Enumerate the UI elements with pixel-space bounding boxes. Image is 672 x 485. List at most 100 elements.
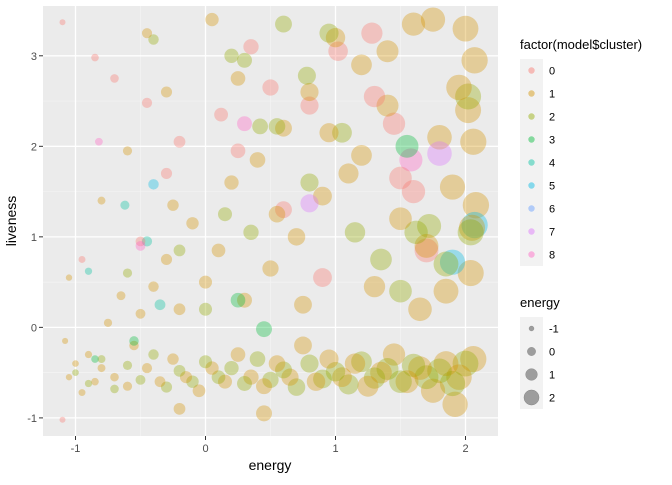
scatter-point-cluster-1 bbox=[351, 54, 372, 76]
scatter-point-cluster-0 bbox=[78, 255, 86, 263]
scatter-point-cluster-0 bbox=[275, 201, 292, 219]
size-legend-label: 1 bbox=[549, 370, 555, 382]
color-legend-label: 4 bbox=[549, 158, 555, 170]
scatter-point-cluster-0 bbox=[141, 97, 153, 108]
scatter-point-cluster-1 bbox=[173, 303, 186, 316]
scatter-point-cluster-1 bbox=[116, 291, 126, 301]
scatter-point-cluster-1 bbox=[122, 146, 133, 156]
scatter-point-cluster-1 bbox=[243, 369, 259, 385]
scatter-point-cluster-2 bbox=[351, 351, 372, 373]
scatter-point-cluster-2 bbox=[148, 349, 159, 360]
scatter-point-cluster-8 bbox=[237, 116, 252, 132]
scatter-point-cluster-2 bbox=[300, 173, 319, 192]
size-legend-label: -1 bbox=[549, 324, 559, 336]
scatter-point-cluster-1 bbox=[211, 243, 226, 258]
scatter-point-cluster-2 bbox=[249, 351, 266, 367]
scatter-point-cluster-1 bbox=[198, 275, 213, 289]
scatter-point-cluster-5 bbox=[439, 249, 466, 275]
x-tick-label: 1 bbox=[332, 443, 338, 455]
color-legend-swatch bbox=[528, 228, 535, 235]
scatter-point-cluster-0 bbox=[230, 143, 246, 159]
scatter-point-cluster-2 bbox=[401, 353, 426, 378]
color-legend-label: 6 bbox=[549, 204, 555, 216]
scatter-point-cluster-0 bbox=[389, 166, 412, 190]
scatter-point-cluster-0 bbox=[243, 39, 259, 55]
scatter-point-cluster-0 bbox=[328, 41, 348, 62]
scatter-point-cluster-1 bbox=[294, 295, 312, 314]
scatter-point-cluster-4 bbox=[141, 236, 153, 247]
scatter-point-cluster-1 bbox=[268, 355, 286, 372]
scatter-point-cluster-1 bbox=[275, 119, 292, 137]
scatter-point-cluster-1 bbox=[249, 152, 266, 168]
scatter-point-cluster-1 bbox=[224, 175, 239, 190]
color-legend: factor(model$cluster) 0 1 2 3 4 5 6 7 8 bbox=[520, 37, 642, 266]
color-legend-swatch bbox=[528, 205, 535, 212]
x-axis: -1 0 1 2 bbox=[71, 436, 469, 455]
scatter-point-cluster-1 bbox=[84, 350, 93, 359]
scatter-point-cluster-2 bbox=[148, 34, 159, 45]
y-tick-label: -1 bbox=[27, 413, 37, 425]
scatter-point-cluster-1 bbox=[167, 199, 179, 211]
color-legend-key bbox=[520, 243, 543, 266]
scatter-point-cluster-1 bbox=[294, 336, 312, 355]
scatter-point-cluster-2 bbox=[313, 369, 332, 389]
scatter-point-cluster-1 bbox=[363, 275, 386, 298]
scatter-point-cluster-1 bbox=[141, 28, 153, 39]
scatter-point-cluster-1 bbox=[427, 124, 452, 150]
scatter-point-cluster-1 bbox=[455, 97, 482, 124]
scatter-point-cluster-2 bbox=[252, 118, 268, 135]
scatter-point-cluster-0 bbox=[173, 135, 186, 148]
scatter-point-cluster-2 bbox=[452, 350, 479, 377]
size-legend-key bbox=[520, 340, 543, 363]
scatter-point-cluster-1 bbox=[401, 12, 426, 36]
scatter-point-cluster-0 bbox=[135, 236, 146, 247]
scatter-point-cluster-2 bbox=[389, 370, 412, 394]
scatter-point-cluster-8 bbox=[95, 137, 103, 146]
scatter-point-cluster-1 bbox=[442, 391, 468, 417]
scatter-point-cluster-1 bbox=[160, 253, 173, 266]
scatter-point-cluster-1 bbox=[97, 364, 106, 373]
scatter-point-cluster-0 bbox=[214, 107, 229, 122]
size-legend-key bbox=[520, 386, 543, 409]
color-legend-title: factor(model$cluster) bbox=[520, 37, 642, 52]
scatter-point-cluster-2 bbox=[160, 381, 173, 393]
scatter-point-cluster-2 bbox=[404, 220, 428, 245]
y-tick-label: 3 bbox=[31, 51, 37, 63]
scatter-point-cluster-1 bbox=[141, 363, 153, 374]
scatter-point-cluster-2 bbox=[186, 375, 199, 388]
scatter-point-cluster-0 bbox=[382, 112, 406, 135]
scatter-point-cluster-1 bbox=[446, 74, 472, 101]
scatter-point-cluster-1 bbox=[78, 389, 86, 397]
color-legend-key bbox=[520, 197, 543, 220]
scatter-point-cluster-1 bbox=[262, 260, 279, 277]
y-axis-title: liveness bbox=[3, 196, 19, 247]
scatter-point-cluster-2 bbox=[268, 118, 286, 135]
scatter-point-cluster-1 bbox=[129, 340, 139, 351]
scatter-point-cluster-1 bbox=[268, 205, 286, 223]
scatter-point-cluster-1 bbox=[408, 356, 432, 380]
scatter-point-cluster-1 bbox=[300, 82, 319, 102]
scatter-point-cluster-2 bbox=[325, 362, 346, 382]
scatter-point-cluster-2 bbox=[297, 66, 316, 85]
scatter-point-cluster-1 bbox=[122, 381, 133, 391]
scatter-point-cluster-1 bbox=[319, 349, 339, 369]
size-legend-label: 0 bbox=[549, 347, 555, 359]
scatter-point-cluster-1 bbox=[179, 371, 193, 384]
scatter-point-cluster-2 bbox=[243, 224, 259, 240]
scatter-point-cluster-1 bbox=[230, 71, 246, 86]
scatter-point-cluster-7 bbox=[300, 194, 319, 213]
color-legend-swatch bbox=[528, 90, 535, 97]
scatter-point-cluster-1 bbox=[72, 360, 79, 367]
scatter-point-cluster-2 bbox=[218, 207, 232, 222]
scatter-point-cluster-2 bbox=[173, 364, 186, 377]
scatter-point-cluster-1 bbox=[256, 378, 272, 395]
scatter-point-cluster-1 bbox=[110, 372, 119, 382]
color-legend-label: 2 bbox=[549, 112, 555, 124]
scatter-point-cluster-0 bbox=[300, 96, 319, 115]
data-points bbox=[59, 7, 490, 423]
scatter-point-cluster-2 bbox=[414, 365, 439, 390]
scatter-point-cluster-2 bbox=[72, 369, 79, 376]
scatter-point-cluster-2 bbox=[287, 378, 306, 396]
